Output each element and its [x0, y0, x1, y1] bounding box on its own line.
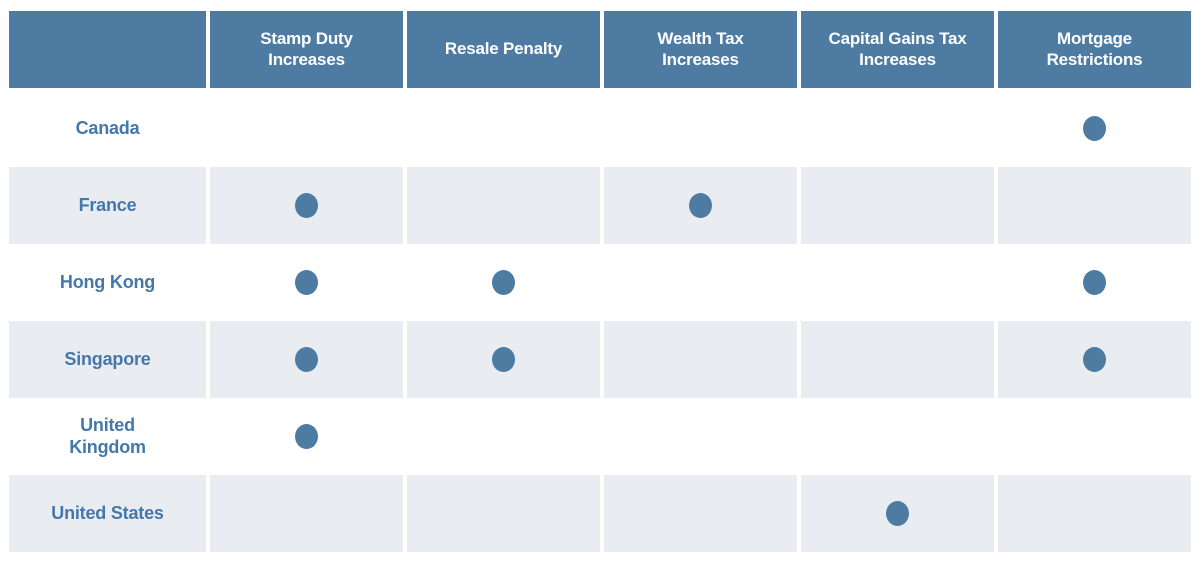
dot-marker [295, 193, 318, 218]
column-header: Stamp Duty Increases [210, 11, 403, 88]
table-row: United Kingdom [9, 398, 1191, 475]
matrix-cell [604, 90, 797, 167]
table-row: United States [9, 475, 1191, 552]
matrix-cell [801, 244, 994, 321]
dot-marker [295, 424, 318, 449]
column-header: Capital Gains Tax Increases [801, 11, 994, 88]
matrix-cell [604, 398, 797, 475]
row-label: Canada [75, 117, 140, 138]
column-header: Wealth Tax Increases [604, 11, 797, 88]
matrix-cell [604, 321, 797, 398]
table-row: Canada [9, 90, 1191, 167]
matrix-cell [801, 475, 994, 552]
matrix-cell [998, 321, 1191, 398]
matrix-cell [407, 167, 600, 244]
row-label: France [9, 167, 206, 244]
dot-marker [1083, 116, 1106, 141]
matrix-cell [801, 90, 994, 167]
matrix-cell [210, 244, 403, 321]
policy-matrix-table: Stamp Duty Increases Resale Penalty Wealth… [9, 11, 1191, 552]
matrix-cell [604, 167, 797, 244]
dot-marker [689, 193, 712, 218]
table-row: France [9, 167, 1191, 244]
matrix-cell [998, 167, 1191, 244]
matrix-cell [407, 398, 600, 475]
matrix-cell [604, 244, 797, 321]
matrix-cell [210, 321, 403, 398]
dot-marker [295, 347, 318, 372]
matrix-cell [407, 475, 600, 552]
header-row: Stamp Duty Increases Resale Penalty Wealth… [9, 11, 1191, 88]
row-label: Hong Kong [59, 271, 156, 292]
matrix-cell [210, 398, 403, 475]
dot-marker [492, 270, 515, 295]
matrix-cell [801, 321, 994, 398]
dot-marker [886, 501, 909, 526]
matrix-cell [210, 167, 403, 244]
matrix-cell [407, 244, 600, 321]
dot-marker [492, 347, 515, 372]
matrix-cell [998, 90, 1191, 167]
column-header: Mortgage Restrictions [998, 11, 1191, 88]
dot-marker [295, 270, 318, 295]
row-label: Singapore [9, 321, 206, 398]
table-body: Canada France Hong Kong Singapore United… [9, 90, 1191, 552]
matrix-cell [801, 398, 994, 475]
matrix-cell [210, 90, 403, 167]
row-label: United States [9, 475, 206, 552]
matrix-cell [604, 475, 797, 552]
dot-marker [1083, 347, 1106, 372]
matrix-cell [998, 244, 1191, 321]
column-header: Resale Penalty [407, 11, 600, 88]
table-row: Singapore [9, 321, 1191, 398]
matrix-cell [998, 398, 1191, 475]
table-row: Hong Kong [9, 244, 1191, 321]
row-label: United Kingdom [69, 414, 146, 457]
matrix-cell [801, 167, 994, 244]
matrix-cell [210, 475, 403, 552]
corner-cell [9, 11, 206, 88]
dot-marker [1083, 270, 1106, 295]
matrix-cell [998, 475, 1191, 552]
matrix-cell [407, 321, 600, 398]
matrix-cell [407, 90, 600, 167]
